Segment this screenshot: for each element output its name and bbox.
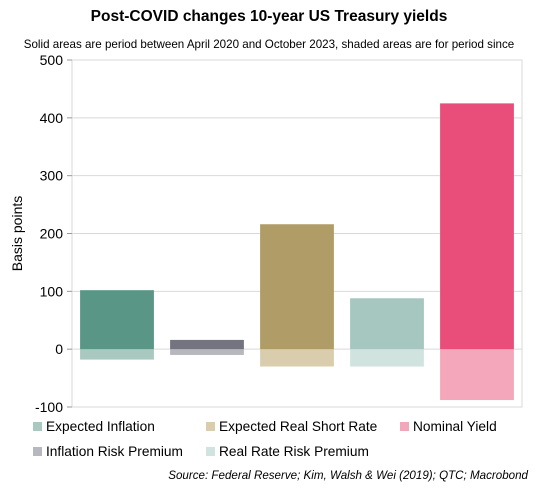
legend-swatch bbox=[400, 422, 409, 431]
legend-swatch bbox=[33, 422, 42, 431]
y-tick-label: 500 bbox=[40, 52, 64, 68]
bar-solid-4 bbox=[440, 103, 514, 350]
bar-shaded-4 bbox=[440, 349, 514, 401]
legend-item-real-rate-risk-premium: Real Rate Risk Premium bbox=[206, 444, 369, 459]
bar-shaded-3 bbox=[350, 349, 424, 367]
legend-label: Real Rate Risk Premium bbox=[219, 444, 369, 459]
bar-solid-3 bbox=[350, 298, 424, 350]
legend-label: Expected Inflation bbox=[46, 419, 155, 434]
legend-item-expected-real-short-rate: Expected Real Short Rate bbox=[206, 419, 377, 434]
bar-solid-0 bbox=[80, 290, 154, 350]
legend-swatch bbox=[206, 447, 215, 456]
bar-solid-2 bbox=[260, 224, 334, 350]
legend-label: Nominal Yield bbox=[413, 419, 497, 434]
bar-solid-1 bbox=[170, 339, 244, 350]
legend-item-inflation-risk-premium: Inflation Risk Premium bbox=[33, 444, 183, 459]
chart-subtitle: Solid areas are period between April 202… bbox=[23, 38, 515, 51]
y-tick-label: 400 bbox=[40, 110, 64, 126]
y-tick-label: 200 bbox=[40, 226, 64, 242]
y-axis-label: Basis points bbox=[9, 196, 25, 271]
legend-item-nominal-yield: Nominal Yield bbox=[400, 419, 497, 434]
source-note: Source: Federal Reserve; Kim, Walsh & We… bbox=[168, 469, 528, 482]
y-tick-label: -100 bbox=[35, 399, 63, 415]
bar-shaded-1 bbox=[170, 349, 244, 355]
y-tick-label: 0 bbox=[55, 341, 63, 357]
bar-shaded-0 bbox=[80, 349, 154, 360]
legend-label: Expected Real Short Rate bbox=[219, 419, 378, 434]
chart-title: Post-COVID changes 10-year US Treasury y… bbox=[90, 8, 448, 25]
legend-swatch bbox=[206, 422, 215, 431]
y-tick-label: 300 bbox=[40, 168, 64, 184]
legend-item-expected-inflation: Expected Inflation bbox=[33, 419, 155, 434]
y-tick-label: 100 bbox=[40, 283, 64, 299]
legend-swatch bbox=[33, 447, 42, 456]
bar-shaded-2 bbox=[260, 349, 334, 367]
legend-label: Inflation Risk Premium bbox=[46, 444, 183, 459]
